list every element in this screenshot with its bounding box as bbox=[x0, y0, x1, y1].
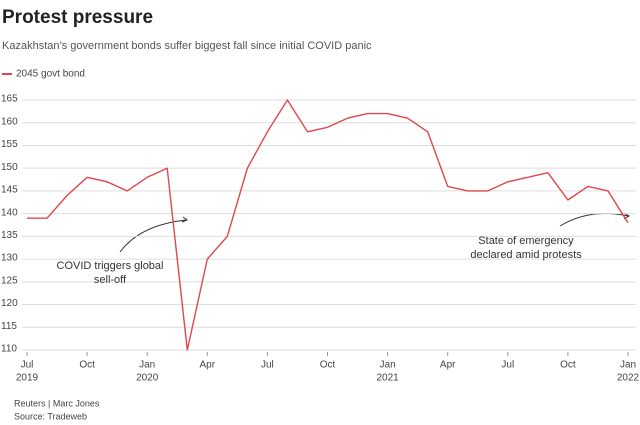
x-year-label: 2021 bbox=[376, 373, 399, 384]
data-line bbox=[27, 99, 629, 351]
y-tick-label: 150 bbox=[1, 162, 18, 173]
x-year-label: 2020 bbox=[136, 373, 159, 384]
legend-label: 2045 govt bond bbox=[16, 69, 85, 80]
y-tick-label: 130 bbox=[1, 253, 18, 264]
x-tick-label: Oct bbox=[79, 360, 95, 371]
annotation: COVID triggers global bbox=[57, 260, 164, 272]
y-tick-label: 110 bbox=[1, 344, 17, 355]
y-tick-label: 165 bbox=[1, 94, 18, 105]
annotation: State of emergency bbox=[478, 235, 574, 247]
annotation-arrow bbox=[559, 213, 629, 227]
x-tick-label: Jan bbox=[139, 360, 155, 371]
annotation: declared amid protests bbox=[470, 249, 582, 261]
annotation-arrow bbox=[119, 219, 187, 253]
x-year-label: 2019 bbox=[16, 373, 39, 384]
x-tick-label: Apr bbox=[200, 360, 216, 371]
credit: Reuters | Marc Jones bbox=[14, 398, 100, 408]
x-tick-label: Apr bbox=[440, 360, 456, 371]
y-tick-label: 160 bbox=[1, 116, 18, 127]
chart-subtitle: Kazakhstan’s government bonds suffer big… bbox=[2, 40, 372, 52]
y-tick-label: 145 bbox=[1, 185, 18, 196]
y-tick-label: 120 bbox=[1, 298, 18, 309]
source: Source: Tradeweb bbox=[14, 411, 87, 421]
x-tick-label: Jul bbox=[501, 360, 514, 371]
x-tick-label: Jul bbox=[21, 360, 34, 371]
annotation: sell-off bbox=[94, 274, 127, 286]
x-tick-label: Jan bbox=[380, 360, 396, 371]
y-tick-label: 115 bbox=[1, 321, 17, 332]
y-tick-label: 135 bbox=[1, 230, 18, 241]
chart-title: Protest pressure bbox=[2, 7, 153, 28]
x-tick-label: Jan bbox=[620, 360, 636, 371]
y-tick-label: 140 bbox=[1, 207, 18, 218]
y-tick-label: 125 bbox=[1, 275, 18, 286]
annotation-arrowhead bbox=[181, 216, 189, 223]
x-tick-label: Oct bbox=[320, 360, 336, 371]
x-year-label: 2022 bbox=[617, 373, 640, 384]
x-tick-label: Oct bbox=[560, 360, 576, 371]
x-tick-label: Jul bbox=[261, 360, 274, 371]
y-tick-label: 155 bbox=[1, 139, 18, 150]
